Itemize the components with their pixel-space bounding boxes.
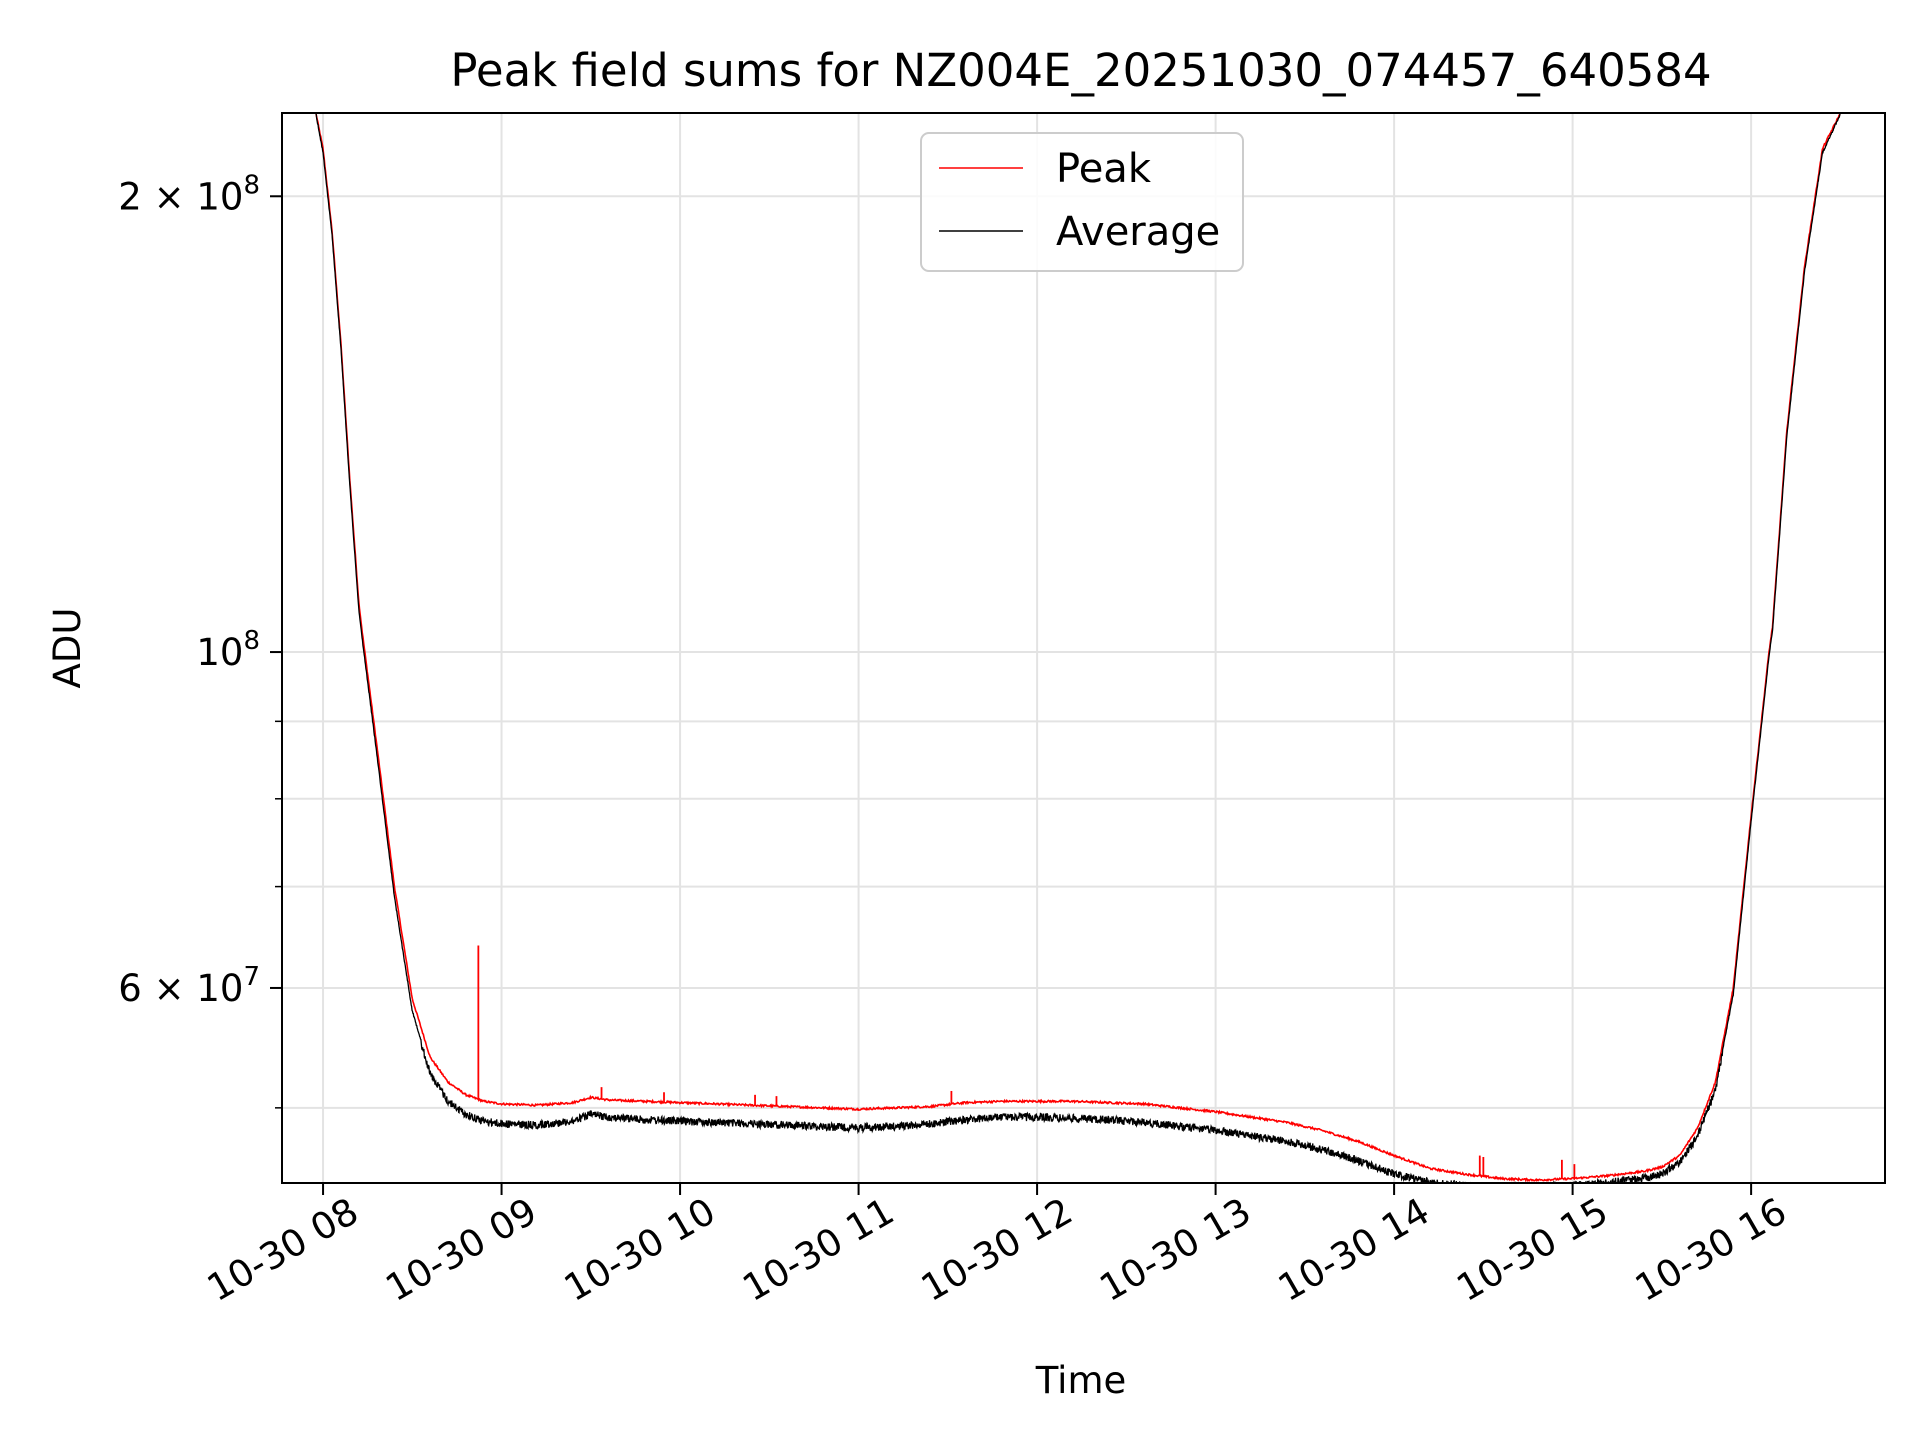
x-axis-label: Time <box>1035 1359 1127 1402</box>
y-axis-label: ADU <box>46 608 89 689</box>
peak-series-line <box>315 113 1841 1183</box>
y-tick-label: 6 × 107 <box>118 962 260 1010</box>
average-series-line <box>315 113 1841 1183</box>
legend-peak-label: Peak <box>1056 146 1152 192</box>
plot-area <box>315 113 1841 1183</box>
y-tick-label: 2 × 108 <box>118 170 260 218</box>
y-axis: 2 × 108 108 6 × 107 <box>118 170 282 1109</box>
legend: Peak Average <box>920 132 1244 272</box>
axes-frame <box>281 112 1886 1184</box>
chart-title: Peak field sums for NZ004E_20251030_0744… <box>450 44 1711 97</box>
legend-average-label: Average <box>1056 209 1220 255</box>
y-tick-label: 108 <box>196 626 260 674</box>
